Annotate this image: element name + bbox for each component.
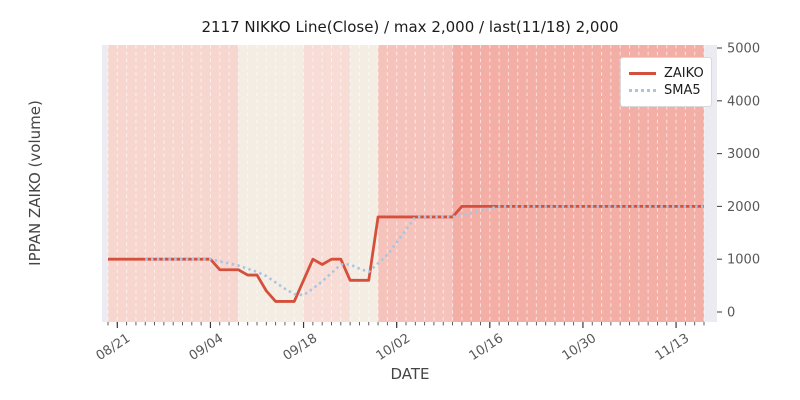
y-tick-label: 5000 — [727, 42, 760, 57]
legend-item-sma5: SMA5 — [629, 83, 711, 98]
y-tick-label: 3000 — [727, 147, 760, 162]
background-band — [303, 45, 351, 322]
y-tick-label: 2000 — [727, 200, 760, 215]
legend-item-zaiko: ZAIKO — [629, 66, 711, 81]
y-tick-label: 0 — [727, 306, 735, 321]
legend-label-sma5: SMA5 — [664, 83, 701, 98]
chart-title: 2117 NIKKO Line(Close) / max 2,000 / las… — [201, 18, 619, 36]
x-axis-label: DATE — [390, 365, 430, 383]
sma5-line — [145, 205, 704, 297]
y-axis-label: IPPAN ZAIKO (volume) — [26, 100, 44, 266]
legend-label-zaiko: ZAIKO — [664, 66, 704, 81]
zaiko-line-swatch — [629, 72, 656, 75]
legend: ZAIKO SMA5 — [620, 57, 712, 107]
sma5-line-swatch — [629, 89, 656, 92]
y-tick-label: 4000 — [727, 94, 760, 109]
y-tick-label: 1000 — [727, 253, 760, 268]
background-band — [350, 45, 379, 322]
